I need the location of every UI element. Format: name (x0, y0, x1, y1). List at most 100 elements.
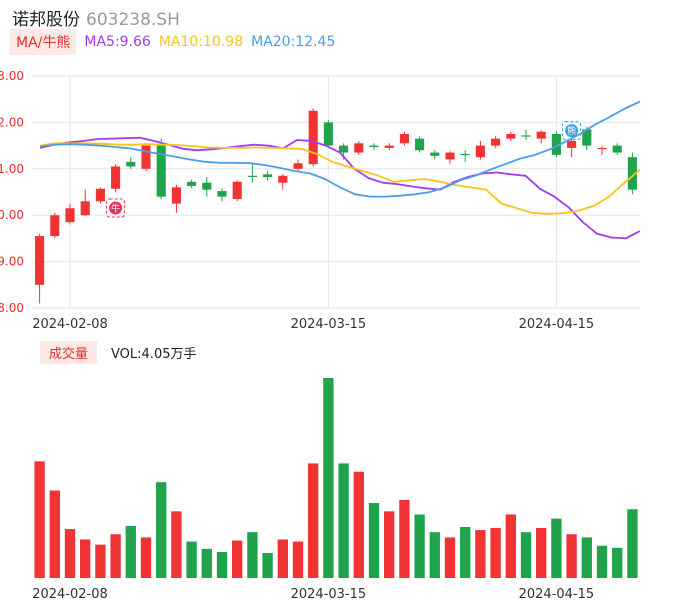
candle-body (35, 236, 45, 285)
candle-body (308, 110, 318, 165)
volume-bar (612, 547, 623, 578)
candle-body (369, 145, 379, 147)
signal-marker-dot (565, 124, 579, 138)
candle-body (491, 138, 501, 146)
volume-bar (368, 503, 380, 578)
candle-body (536, 131, 546, 139)
candle-body (293, 163, 303, 169)
candle-body (80, 201, 90, 216)
volume-bar (216, 551, 228, 578)
volume-bar (338, 463, 349, 578)
signal-marker-frame (106, 198, 126, 218)
signal-marker-frame (562, 121, 582, 141)
volume-bar (80, 539, 91, 578)
volume-bar (490, 528, 501, 578)
volume-bar (475, 530, 486, 578)
volume-bar (627, 509, 638, 578)
candle-body (384, 145, 394, 148)
volume-legend: 成交量 VOL:4.05万手 (40, 340, 197, 364)
candle-body (399, 134, 409, 144)
stock-title: 诺邦股份 603238.SH (12, 5, 180, 30)
price-tick-label: 8.00 (0, 301, 24, 315)
candle-body (415, 138, 425, 151)
candle-body (627, 157, 637, 190)
candle-body (354, 143, 364, 153)
volume-bar (201, 548, 212, 578)
volume-bar (308, 463, 319, 578)
price-tick-label: 11.00 (0, 162, 24, 176)
volume-bar (292, 541, 304, 578)
volume-bar (520, 532, 532, 578)
candle-body (506, 134, 516, 139)
ma5-label: MA5:9.66 (84, 34, 151, 50)
candle-body (141, 145, 151, 169)
candle-body (521, 135, 531, 137)
volume-bar (551, 518, 562, 578)
candle-body (323, 122, 333, 146)
volume-bar (353, 471, 364, 578)
volume-date-label: 2024-04-15 (519, 587, 595, 602)
volume-bar (581, 537, 592, 578)
volume-bar (247, 532, 258, 578)
volume-bar (262, 553, 273, 578)
ma-legend: MA/牛熊 MA5:9.66 MA10:10.98 MA20:12.45 (10, 29, 343, 55)
volume-bar (171, 511, 182, 578)
volume-bar (34, 461, 45, 578)
volume-bar (140, 537, 152, 578)
candle-body (217, 191, 227, 197)
price-tick-label: 13.00 (0, 69, 24, 83)
volume-bar (444, 537, 456, 578)
volume-bar (505, 514, 516, 578)
signal-marker-label: 牛 (111, 203, 120, 215)
price-date-label: 2024-02-08 (32, 317, 108, 332)
candle-body (111, 166, 121, 189)
candle-body (263, 174, 273, 178)
candle-body (95, 188, 105, 202)
candle-body (445, 152, 455, 160)
candle-body (156, 145, 166, 197)
volume-bar (566, 534, 577, 578)
volume-bar (232, 540, 243, 578)
volume-bar (596, 545, 608, 578)
ma20-line (39, 100, 641, 198)
candle-body (65, 208, 75, 223)
price-tick-label: 9.00 (0, 255, 24, 269)
candle-body (171, 187, 181, 204)
volume-tag-button[interactable]: 成交量 (40, 340, 98, 364)
volume-date-label: 2024-02-08 (32, 587, 108, 602)
volume-bar (110, 534, 121, 578)
volume-date-label: 2024-03-15 (291, 587, 367, 602)
volume-bar (95, 544, 106, 578)
volume-bar (64, 529, 76, 578)
candle-body (597, 147, 607, 150)
ma10-label: MA10:10.98 (158, 34, 244, 50)
volume-bar (49, 490, 60, 578)
volume-bar (384, 511, 395, 578)
volume-bar (414, 514, 425, 578)
candle-body (430, 152, 440, 156)
candle-body (612, 145, 622, 153)
volume-value: VOL:4.05万手 (111, 346, 197, 362)
candle-body (50, 215, 60, 237)
candle-body (475, 145, 485, 158)
candle-body (551, 134, 561, 155)
stock-name: 诺邦股份 (12, 10, 80, 30)
price-date-label: 2024-04-15 (519, 317, 595, 332)
candle-body (460, 153, 470, 156)
candle-body (232, 181, 242, 199)
volume-bar (399, 499, 410, 578)
price-date-label: 2024-03-15 (291, 317, 367, 332)
candle-body (582, 129, 592, 146)
candle-body (567, 140, 577, 148)
candle-body (278, 175, 288, 183)
candle-body (247, 175, 257, 177)
price-tick-label: 12.00 (0, 115, 24, 129)
candle-body (126, 161, 136, 167)
ma-tag-button[interactable]: MA/牛熊 (10, 29, 77, 55)
volume-bar (429, 532, 440, 578)
candle-body (187, 181, 197, 186)
ma5-line (39, 136, 641, 240)
candle-body (202, 182, 212, 190)
ma20-label: MA20:12.45 (251, 34, 336, 50)
